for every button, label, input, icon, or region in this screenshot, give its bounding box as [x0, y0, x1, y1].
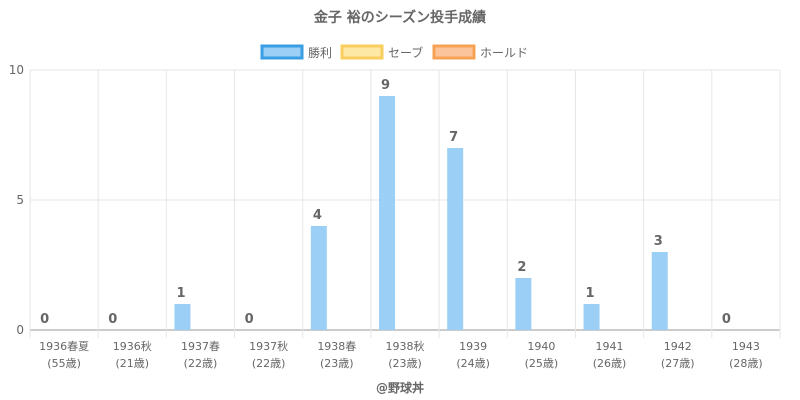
- y-tick-label: 10: [9, 63, 24, 77]
- data-label: 1: [176, 286, 185, 301]
- data-label: 1: [586, 286, 595, 301]
- x-tick-label: 1936秋: [113, 339, 152, 353]
- x-tick-label: 1942: [664, 340, 692, 353]
- legend-label-2: セーブ: [388, 45, 423, 60]
- legend: 勝利 セーブ ホールド: [260, 44, 528, 60]
- x-tick-age-label: (21歳): [115, 357, 149, 370]
- x-tick-label: 1936春夏: [39, 340, 89, 353]
- data-label: 3: [654, 234, 663, 249]
- legend-swatch-2: [340, 44, 384, 60]
- x-tick-age-label: (22歳): [252, 357, 286, 370]
- bar-1-1939: [447, 148, 464, 330]
- bar-1-1941: [583, 304, 600, 330]
- x-tick-age-label: (25歳): [525, 357, 559, 370]
- bar-1-1940: [515, 278, 532, 330]
- x-tick-label: 1941: [596, 340, 624, 353]
- bar-1-1937春: [174, 304, 191, 330]
- data-label: 0: [40, 312, 49, 327]
- y-tick-label: 0: [16, 323, 24, 337]
- data-label: 0: [108, 312, 117, 327]
- data-label: 7: [449, 130, 458, 145]
- bar-1-1938秋: [379, 96, 395, 330]
- credit-label: @野球丼: [376, 380, 424, 395]
- x-tick-label: 1937春: [181, 340, 220, 353]
- chart-title: 金子 裕のシーズン投手成績: [313, 9, 486, 26]
- x-tick-age-label: (26歳): [593, 357, 627, 370]
- axes: 1936春夏 (55歳) 1936秋 (21歳) 1937春 (22歳) 1937秋 (22歳…: [39, 339, 763, 370]
- bar-1-1942: [651, 252, 668, 330]
- legend-swatch-3: [432, 44, 476, 60]
- legend-label-1: 勝利: [308, 45, 332, 60]
- x-tick-label: 1938秋: [386, 339, 425, 353]
- x-tick-age-label: (55歳): [47, 357, 81, 370]
- x-tick-label: 1939: [459, 340, 487, 353]
- x-tick-age-label: (27歳): [661, 357, 695, 370]
- data-labels: 0 0 1 0 4 9 7 2 1 3 0: [40, 78, 731, 327]
- x-tick-age-label: (28歳): [729, 357, 763, 370]
- x-tick-label: 1938春: [317, 340, 356, 353]
- x-tick-label: 1937秋: [249, 339, 288, 353]
- legend-label-3: ホールド: [480, 46, 528, 60]
- data-label: 0: [245, 312, 254, 327]
- x-tick-age-label: (23歳): [388, 357, 422, 370]
- x-tick-age-label: (23歳): [320, 357, 354, 370]
- y-tick-label: 5: [16, 193, 24, 207]
- data-label: 4: [313, 208, 322, 223]
- x-tick-age-label: (22歳): [184, 357, 218, 370]
- x-tick-label: 1943: [732, 340, 760, 353]
- bar-1-1938春: [310, 226, 327, 330]
- data-label: 2: [517, 260, 526, 275]
- data-label: 9: [381, 78, 390, 93]
- bars: [174, 96, 668, 330]
- x-tick-age-label: (24歳): [456, 357, 490, 370]
- x-tick-label: 1940: [527, 340, 555, 353]
- legend-swatch-1: [260, 44, 304, 60]
- data-label: 0: [722, 312, 731, 327]
